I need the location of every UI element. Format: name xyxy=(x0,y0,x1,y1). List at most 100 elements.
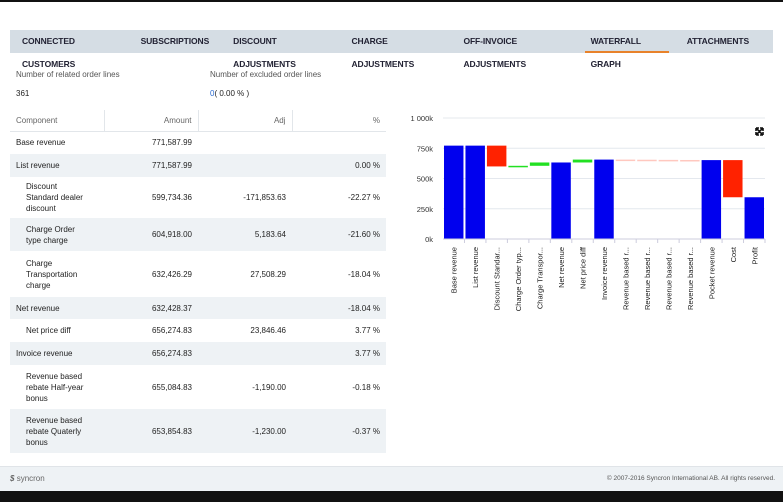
related-lines-value: 361 xyxy=(16,89,30,98)
x-tick-label: List revenue xyxy=(471,247,480,288)
tab-attachments[interactable]: ATTACHMENTS xyxy=(686,36,750,46)
cell-component: Invoice revenue xyxy=(10,342,104,365)
cell-pct: 0.00 % xyxy=(292,154,386,177)
waterfall-bar[interactable] xyxy=(572,159,593,163)
x-tick-label: Revenue based r... xyxy=(621,247,630,310)
waterfall-bar[interactable] xyxy=(723,160,743,198)
table-row: Net revenue 632,428.37 -18.04 % xyxy=(10,297,386,319)
y-tick-label: 750k xyxy=(417,144,434,153)
cell-component: Net price diff xyxy=(26,326,71,335)
cell-amount: 632,426.29 xyxy=(151,269,192,279)
cell-adj: -171,853.63 xyxy=(243,193,286,202)
cell-adj: -1,190.00 xyxy=(252,382,286,392)
x-tick-label: Net price diff xyxy=(579,246,588,289)
excluded-lines-value: 0( 0.00 % ) xyxy=(210,89,249,98)
waterfall-bar[interactable] xyxy=(701,160,722,239)
x-tick-label: Profit xyxy=(750,246,759,264)
cell-amount: 656,274.83 xyxy=(104,342,198,365)
screen-border xyxy=(0,0,783,2)
cell-amount: 653,854.83 xyxy=(104,409,198,453)
cell-adj: 27,508.29 xyxy=(250,269,286,279)
table-row: Net price diff 656,274.83 23,846.46 3.77 % xyxy=(10,319,386,342)
cell-pct: -21.60 % xyxy=(292,218,386,251)
tab-off-invoice-adjustments[interactable]: OFF-INVOICE ADJUSTMENTS xyxy=(463,36,527,69)
cell-adj: 5,183.64 xyxy=(198,218,292,251)
cell-pct: -18.04 % xyxy=(292,297,386,319)
cell-component: Charge Order type charge xyxy=(10,218,104,251)
copyright: © 2007-2016 Syncron International AB. Al… xyxy=(606,475,775,482)
col-pct: % xyxy=(292,110,386,132)
excluded-lines-pct: ( 0.00 % ) xyxy=(214,89,250,98)
cell-pct: 3.77 % xyxy=(355,326,380,335)
cell-component: Base revenue xyxy=(16,138,66,148)
table-row: Charge Transportation charge 632,426.29 27… xyxy=(10,251,386,297)
cell-pct xyxy=(292,131,386,154)
waterfall-bar[interactable] xyxy=(594,159,614,239)
cell-pct: 3.77 % xyxy=(292,342,386,365)
waterfall-bar[interactable] xyxy=(444,145,464,239)
y-tick-label: 1 000k xyxy=(410,114,433,123)
cell-amount: 599,734.36 xyxy=(151,193,192,202)
x-tick-label: Charge Transpor... xyxy=(536,247,545,309)
cell-component: Net revenue xyxy=(10,297,104,319)
table-row: Revenue based rebate Half-year bonus 655,… xyxy=(10,365,386,409)
col-adj: Adj xyxy=(198,110,293,132)
cell-adj xyxy=(198,297,292,319)
cell-adj xyxy=(198,131,292,154)
tab-subscriptions[interactable]: SUBSCRIPTIONS xyxy=(140,36,210,46)
tab-charge-adjustments[interactable]: CHARGE ADJUSTMENTS xyxy=(351,36,415,69)
cell-adj: 23,846.46 xyxy=(250,326,286,335)
cell-pct: -22.27 % xyxy=(347,193,380,202)
waterfall-bar[interactable] xyxy=(637,159,657,162)
x-tick-label: Base revenue xyxy=(450,247,459,293)
cell-pct: -18.04 % xyxy=(347,269,380,279)
y-tick-label: 250k xyxy=(417,205,434,214)
syncron-logo: $ syncron xyxy=(10,474,45,483)
waterfall-bar[interactable] xyxy=(465,145,485,239)
x-tick-label: Revenue based r... xyxy=(643,247,652,310)
related-lines-label: Number of related order lines xyxy=(16,70,120,79)
cell-component: Revenue based rebate Half-year bonus xyxy=(26,371,84,403)
fullscreen-icon[interactable] xyxy=(755,127,764,136)
x-tick-label: Revenue based r... xyxy=(686,247,695,310)
cell-adj xyxy=(198,154,292,177)
table-row: List revenue 771,587.99 0.00 % xyxy=(10,154,386,177)
col-amount: Amount xyxy=(104,110,199,132)
tab-connected-customers[interactable]: CONNECTED CUSTOMERS xyxy=(22,36,76,69)
tab-bar: CONNECTED CUSTOMERS SUBSCRIPTIONS DISCOUNT… xyxy=(10,30,773,69)
waterfall-bar[interactable] xyxy=(529,162,550,166)
waterfall-bar[interactable] xyxy=(551,162,571,239)
cell-amount: 632,428.37 xyxy=(104,297,198,319)
excluded-lines-link[interactable]: 0 xyxy=(210,89,215,98)
x-tick-label: Invoice revenue xyxy=(600,247,609,300)
cell-pct: -0.37 % xyxy=(292,409,386,453)
waterfall-bar[interactable] xyxy=(615,159,636,162)
y-tick-label: 500k xyxy=(417,175,434,184)
tab-waterfall-graph[interactable]: WATERFALL GRAPH xyxy=(584,30,669,69)
footer: $ syncron © 2007-2016 Syncron Internatio… xyxy=(0,466,783,491)
cell-component: Revenue based rebate Quaterly bonus xyxy=(10,409,104,453)
cell-component: Charge Transportation charge xyxy=(26,258,78,290)
tab-discount-adjustments[interactable]: DISCOUNT ADJUSTMENTS xyxy=(233,36,296,69)
waterfall-bar[interactable] xyxy=(680,159,700,162)
waterfall-bar[interactable] xyxy=(508,165,528,168)
waterfall-bar[interactable] xyxy=(486,145,507,167)
waterfall-chart: 0k 250k 500k 750k 1 000k Base revenue List rev… xyxy=(410,114,766,311)
waterfall-bar[interactable] xyxy=(658,159,679,162)
excluded-lines-label: Number of excluded order lines xyxy=(210,70,322,79)
screen-border xyxy=(0,491,783,502)
cell-adj: -1,230.00 xyxy=(198,409,292,453)
waterfall-bar[interactable] xyxy=(744,197,764,239)
x-tick-label: Net revenue xyxy=(557,247,566,288)
table-row: Revenue based rebate Quaterly bonus 653,8… xyxy=(10,409,386,453)
waterfall-table: Component Amount Adj % Base revenue 771,5… xyxy=(10,110,386,453)
cell-component: Discount Standard dealer discount xyxy=(26,182,83,213)
col-component: Component xyxy=(10,110,105,132)
table-row: Discount Standard dealer discount 599,734… xyxy=(10,177,386,218)
x-tick-label: Charge Order typ... xyxy=(514,247,523,311)
x-tick-label: Revenue based r... xyxy=(664,247,673,310)
x-tick-label: Cost xyxy=(729,246,738,262)
table-row: Invoice revenue 656,274.83 3.77 % xyxy=(10,342,386,365)
cell-amount: 655,084.83 xyxy=(151,382,192,392)
cell-amount: 771,587.99 xyxy=(104,154,198,177)
